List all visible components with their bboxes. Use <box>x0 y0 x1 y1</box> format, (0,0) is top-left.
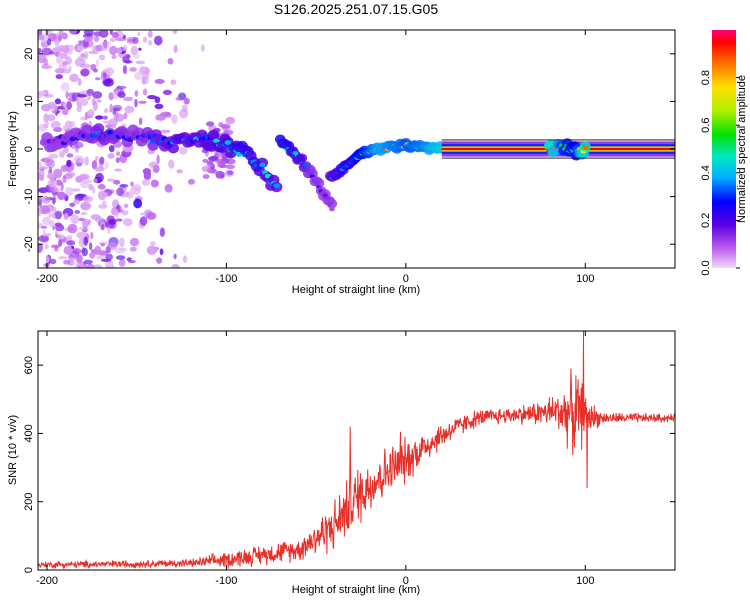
x-tick-label: 0 <box>403 273 409 285</box>
snr-axes: -200 -100 0 100 0 200 400 600 <box>23 331 675 587</box>
x-tick-label: 100 <box>576 273 594 285</box>
y-tick-label: -10 <box>23 189 35 205</box>
colorbar-tick-label: 0.6 <box>700 118 712 133</box>
y-tick-label: 10 <box>23 95 35 107</box>
colorbar-tick-label: 0.8 <box>700 70 712 85</box>
y-tick-label: 200 <box>23 493 35 511</box>
x-tick-label: 100 <box>576 575 594 587</box>
snr-x-label: Height of straight line (km) <box>292 584 420 596</box>
snr-panel: -200 -100 0 100 0 200 400 600 Height of straigh… <box>7 330 676 596</box>
snr-background <box>38 331 675 570</box>
x-tick-label: -100 <box>215 575 237 587</box>
colorbar-tick-label: 0.4 <box>700 165 712 180</box>
y-tick-label: 20 <box>23 48 35 60</box>
x-tick-label: -100 <box>215 273 237 285</box>
colorbar-label: Normalized spectral amplitude <box>736 75 748 223</box>
snr-series-line <box>38 331 675 570</box>
snr-y-label: SNR (10 * v/v) <box>7 415 19 485</box>
spectrogram-x-label: Height of straight line (km) <box>292 284 420 296</box>
spectrogram-y-label: Frequency (Hz) <box>7 111 19 187</box>
y-tick-label: 0 <box>23 567 35 573</box>
x-tick-label: 0 <box>403 575 409 587</box>
x-tick-label: -200 <box>36 575 58 587</box>
y-tick-label: 600 <box>23 356 35 374</box>
figure-title: S126.2025.251.07.15.G05 <box>274 1 438 17</box>
colorbar-tick-label: 0.2 <box>700 213 712 228</box>
x-tick-label: -200 <box>36 273 58 285</box>
y-tick-label: 0 <box>23 146 35 152</box>
colorbar-ticks: 0.0 0.2 0.4 0.6 0.8 <box>700 70 740 276</box>
colorbar-tick-label: 0.0 <box>700 260 712 275</box>
spectrogram-image <box>38 30 675 268</box>
y-tick-label: 400 <box>23 424 35 442</box>
colorbar-gradient <box>712 30 736 268</box>
colorbar: 0.0 0.2 0.4 0.6 0.8 Normalized spectral ampl… <box>700 30 748 276</box>
y-tick-label: -20 <box>23 236 35 252</box>
snr-frame <box>37 330 676 571</box>
